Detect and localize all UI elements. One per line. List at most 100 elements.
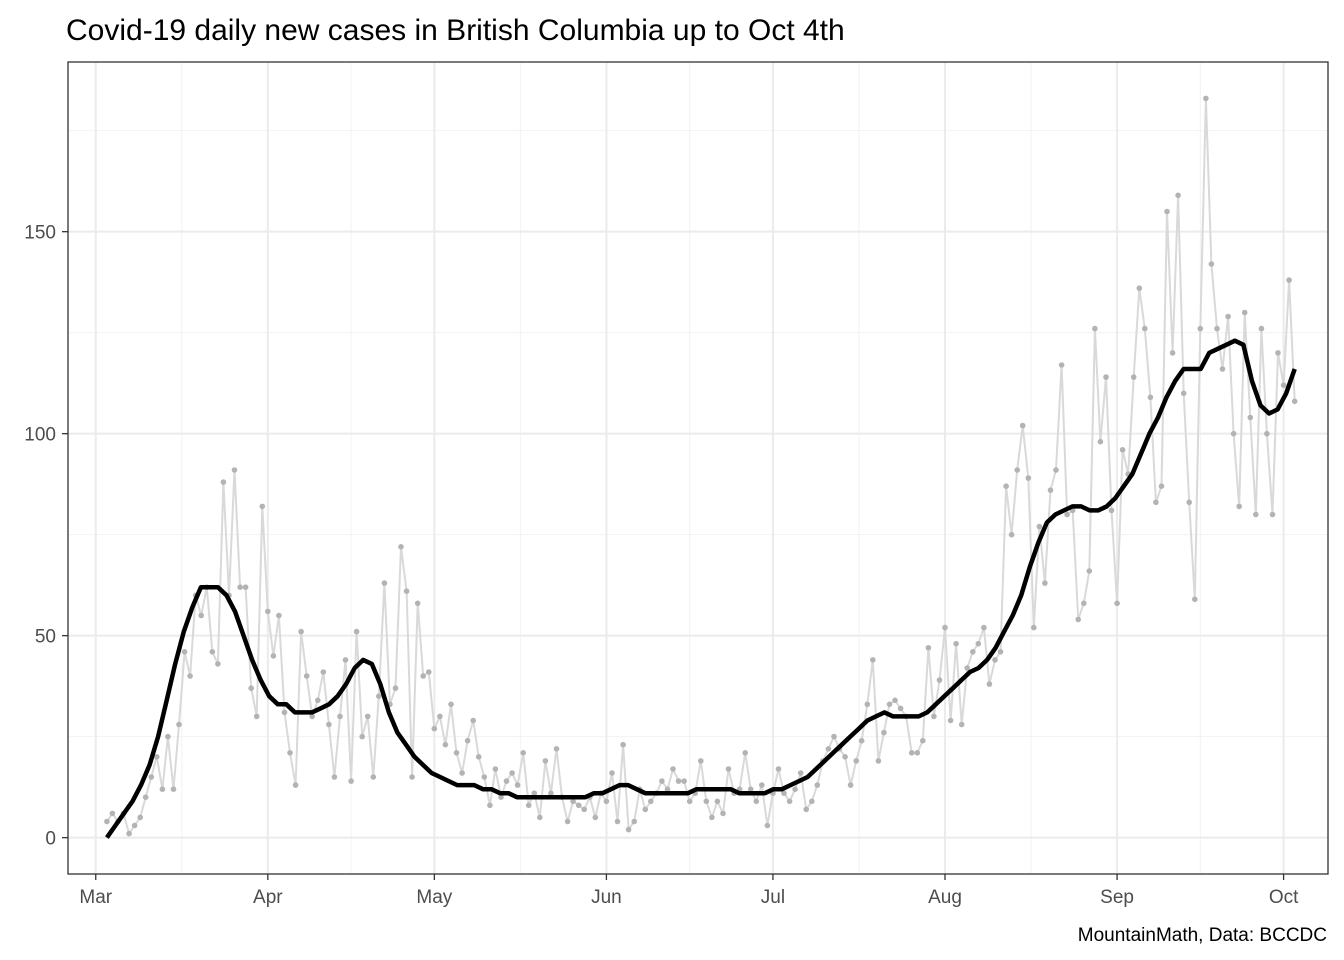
daily-cases-point <box>614 818 621 825</box>
daily-cases-point <box>237 584 243 590</box>
daily-cases-point <box>242 584 249 590</box>
daily-cases-point <box>664 786 671 792</box>
daily-cases-point <box>270 653 277 659</box>
daily-cases-point <box>1142 325 1148 332</box>
trend-line <box>105 338 1297 839</box>
minor-gridlines <box>68 62 1328 874</box>
daily-cases-point <box>953 640 959 647</box>
daily-cases-point <box>1269 511 1276 518</box>
daily-cases-point <box>142 794 149 800</box>
daily-cases-point <box>1025 475 1032 481</box>
daily-cases-point <box>265 608 271 615</box>
daily-cases-point <box>1169 350 1176 356</box>
daily-cases-point <box>631 818 637 825</box>
y-tick-label: 0 <box>45 829 56 850</box>
daily-cases-point <box>259 503 266 510</box>
daily-cases-point <box>742 750 748 756</box>
daily-cases-point <box>564 818 571 825</box>
daily-cases-point <box>381 580 388 586</box>
chart-caption: MountainMath, Data: BCCDC <box>1078 925 1327 946</box>
daily-cases-point <box>1097 438 1104 445</box>
daily-cases-point <box>775 766 782 772</box>
daily-cases-point <box>1108 507 1115 514</box>
daily-cases-point <box>303 673 310 679</box>
daily-cases-point <box>392 685 399 691</box>
daily-cases-point <box>298 628 304 635</box>
daily-cases-point <box>359 733 366 740</box>
daily-cases-point <box>864 701 871 708</box>
daily-cases-point <box>403 588 410 594</box>
daily-cases-point <box>1003 483 1009 490</box>
daily-cases-point <box>1086 568 1093 574</box>
x-tick-label: Mar <box>79 887 112 908</box>
daily-cases-point <box>287 750 293 756</box>
daily-cases-point <box>353 628 360 635</box>
daily-cases-point <box>570 798 576 805</box>
daily-cases-point <box>165 733 171 740</box>
daily-cases-point <box>709 814 715 821</box>
daily-cases-point <box>881 729 887 736</box>
daily-cases-point <box>897 705 904 712</box>
daily-cases-point <box>803 806 809 813</box>
daily-cases-point <box>459 770 465 776</box>
daily-cases-point <box>409 774 415 780</box>
daily-cases-point <box>1230 430 1237 437</box>
daily-cases-point <box>670 766 676 772</box>
x-tick-label: Sep <box>1100 887 1134 908</box>
daily-cases-point <box>1042 580 1048 586</box>
daily-cases-point <box>1092 325 1098 332</box>
daily-cases-point <box>1147 394 1154 401</box>
daily-cases-point <box>420 673 427 679</box>
daily-cases-point <box>126 830 132 837</box>
daily-cases-point <box>320 669 327 675</box>
daily-cases-point <box>475 754 482 760</box>
daily-cases-point <box>1119 447 1126 453</box>
daily-cases-point <box>292 782 299 788</box>
daily-cases-point <box>453 750 460 756</box>
daily-cases-point <box>659 778 665 784</box>
daily-cases-point <box>642 806 649 813</box>
daily-cases-point <box>714 798 721 805</box>
daily-cases-point <box>176 721 182 728</box>
daily-cases-point <box>681 778 687 784</box>
y-axis: 0 50 100 150 <box>24 223 68 850</box>
daily-cases-point <box>1164 208 1170 215</box>
daily-cases-point <box>1264 430 1270 437</box>
daily-cases-point <box>1186 499 1192 506</box>
daily-cases-point <box>1192 596 1198 603</box>
daily-cases-point <box>487 802 493 809</box>
daily-cases-point <box>481 774 488 780</box>
daily-cases-point <box>575 802 582 809</box>
daily-cases-point <box>831 733 837 740</box>
daily-cases-point <box>931 713 937 720</box>
daily-cases-point <box>1214 325 1220 332</box>
daily-cases-point <box>1241 309 1248 316</box>
daily-cases-point <box>1275 350 1281 356</box>
daily-cases-point <box>759 782 765 788</box>
daily-cases-point <box>426 669 432 675</box>
daily-cases-point <box>131 822 138 829</box>
daily-cases-point <box>981 624 987 631</box>
daily-cases-point <box>925 645 932 651</box>
daily-cases-point <box>825 746 832 752</box>
daily-cases-point <box>970 649 976 655</box>
daily-cases-point <box>581 806 587 813</box>
daily-cases-point <box>1153 499 1159 506</box>
x-axis: Mar Apr May Jun Jul Aug Sep Oct <box>79 874 1299 908</box>
daily-cases-point <box>1008 531 1015 538</box>
daily-cases-point <box>1158 483 1165 490</box>
daily-cases-point <box>448 701 454 708</box>
daily-cases-point <box>886 701 893 708</box>
daily-cases-point <box>1291 398 1298 405</box>
daily-cases-point <box>376 693 382 699</box>
x-tick-label: Jul <box>761 887 785 908</box>
daily-cases-point <box>509 770 515 776</box>
y-tick-label: 150 <box>24 223 56 244</box>
daily-cases-point <box>842 754 848 760</box>
daily-cases-point <box>975 640 982 647</box>
daily-cases-point <box>958 721 965 728</box>
daily-cases-point <box>1247 414 1254 421</box>
trend-series <box>105 338 1297 839</box>
daily-cases-point <box>703 798 710 805</box>
